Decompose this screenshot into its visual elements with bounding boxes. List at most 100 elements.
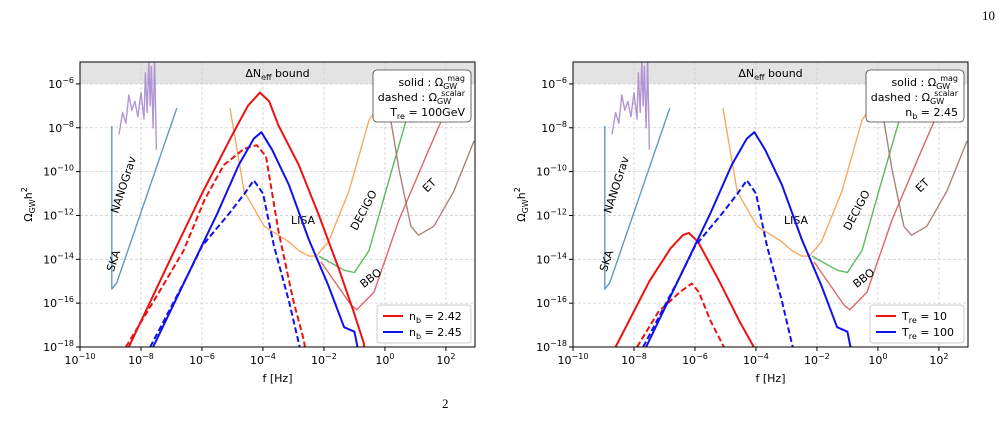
neff-label: ΔNeff bound [738,67,802,82]
x-tick-label: 10−6 [189,352,215,367]
y-tick-label: 10−14 [536,251,567,266]
text-part: GW [930,97,944,106]
detector-label: ET [913,176,932,195]
series-line [125,144,306,347]
y-tick-label: 10−6 [541,76,567,91]
detector-label: SKA [597,248,616,273]
text-part: = 100 [917,326,954,339]
neff-label: ΔNeff bound [245,67,309,82]
text-part: h [515,192,528,199]
x-tick-label: 10−10 [65,352,96,367]
x-tick-label: 10−6 [682,352,708,367]
detector-curve [811,110,903,274]
x-tick-label: 102 [929,352,948,367]
text-part: mag [447,74,465,83]
y-tick-label: 10−12 [43,207,74,222]
y-tick-label: 10−14 [43,251,74,266]
text-part: n [409,326,416,339]
text-part: scalar [441,89,466,98]
legend-label: Tre = 10 [901,310,947,325]
y-tick-label: 10−12 [536,207,567,222]
detector-label: LISA [291,214,316,227]
x-tick-label: 10−8 [128,352,154,367]
series-line [614,231,755,347]
text-part: dashed : Ω [871,91,930,104]
annotation-line: nb = 2.45 [905,106,958,121]
series-line [645,131,852,347]
y-tick-label: 10−10 [43,164,74,179]
y-axis-label: ΩGWh2 [513,187,530,222]
series-line [127,91,366,347]
text-part: 2 [20,187,29,192]
series-line [642,179,794,347]
text-part: h [22,192,35,199]
detector-curve [877,84,968,236]
annotation-line: Tre = 100GeV [389,106,465,121]
legend-box [869,304,965,344]
x-axis-label: f [Hz] [263,372,293,385]
series-line [149,179,301,347]
series-line [152,131,359,347]
detector-label: BBO [358,266,385,291]
text-part: n [409,310,416,323]
text-part: bound [272,67,310,80]
detector-label: NANOGrav [108,154,139,215]
text-part: GW [521,199,530,213]
page-number: 10 [982,8,995,23]
text-part: T [389,106,397,119]
annotation-line: solid : ΩGWmag [398,74,465,91]
legend-label: Tre = 100 [901,326,954,341]
x-tick-label: 102 [436,352,455,367]
detector-curve [320,98,452,311]
text-part: Ω [22,213,35,221]
x-tick-label: 10−8 [621,352,647,367]
detector-curve [604,107,671,290]
text-part: T [901,310,909,323]
text-part: 2 [513,187,522,192]
detector-label: NANOGrav [601,154,632,215]
text-part: b [416,332,421,341]
text-part: re [397,112,405,121]
text-part: n [905,106,912,119]
text-part: solid : Ω [398,76,443,89]
text-part: eff [754,73,765,82]
x-axis-label: f [Hz] [756,372,786,385]
detector-label: ET [420,176,439,195]
detector-curve [722,107,871,257]
y-tick-label: 10−16 [43,295,74,310]
x-tick-label: 10−4 [250,352,276,367]
x-tick-label: 100 [868,352,887,367]
legend-label: nb = 2.42 [409,310,462,325]
y-tick-label: 10−8 [541,120,567,135]
text-part: T [901,326,909,339]
y-tick-label: 10−6 [48,76,74,91]
text-part: solid : Ω [891,76,936,89]
series-line [636,282,725,347]
text-part: eff [261,73,272,82]
detector-label: DECIGO [348,188,380,233]
detector-curve [384,84,475,236]
text-part: GW [936,82,950,91]
text-part: dashed : Ω [378,91,437,104]
annotation-box [372,69,472,123]
y-tick-label: 10−18 [536,339,567,354]
detector-label: BBO [851,266,878,291]
text-part: b [912,112,917,121]
text-part: = 2.45 [917,106,958,119]
y-tick-label: 10−10 [536,164,567,179]
text-part: bound [765,67,803,80]
text-part: b [416,316,421,325]
annotation-box [865,69,965,123]
text-part: ΔN [738,67,754,80]
text-part: scalar [934,89,959,98]
x-tick-label: 100 [375,352,394,367]
annotation-line: solid : ΩGWmag [891,74,958,91]
detector-curve [318,110,410,274]
detector-label: DECIGO [841,188,873,233]
text-part: = 100GeV [405,106,465,119]
caption-fragment: 2 [442,396,449,411]
text-part: re [909,332,917,341]
text-part: GW [437,97,451,106]
text-part: = 10 [917,310,947,323]
